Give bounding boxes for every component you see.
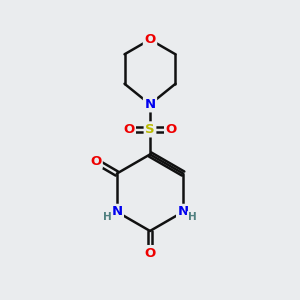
Text: O: O xyxy=(90,155,101,168)
Text: O: O xyxy=(166,123,177,136)
Text: N: N xyxy=(111,205,122,218)
Text: N: N xyxy=(178,205,189,218)
Text: O: O xyxy=(144,33,156,46)
Text: S: S xyxy=(145,123,155,136)
Text: H: H xyxy=(188,212,197,222)
Text: N: N xyxy=(144,98,156,111)
Text: O: O xyxy=(144,247,156,260)
Text: O: O xyxy=(123,123,134,136)
Text: H: H xyxy=(103,212,112,222)
